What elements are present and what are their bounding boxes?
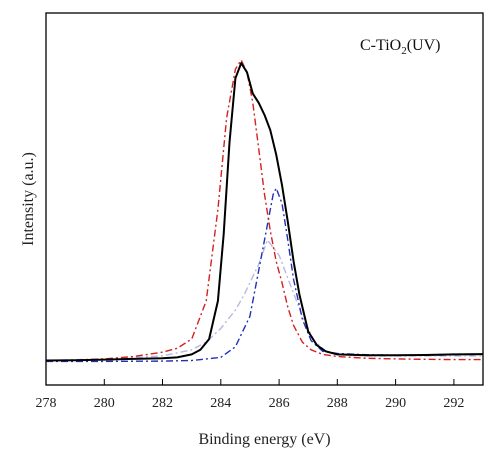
series-line-fit-1 <box>45 59 483 362</box>
x-tick-label: 288 <box>327 396 348 411</box>
x-tick-label: 284 <box>210 396 231 411</box>
series-line-measured <box>45 62 484 362</box>
x-axis-title: Binding energy (eV) <box>198 431 330 448</box>
plot-frame <box>45 12 484 386</box>
series-line-fit-2 <box>46 187 484 363</box>
x-axis-ticks: 278 280 282 284 286 288 290 292 <box>36 379 464 411</box>
chart-annotation: C-TiO2(UV) <box>360 37 440 57</box>
annotation-suffix: (UV) <box>407 37 441 54</box>
x-tick-label: 278 <box>36 396 57 411</box>
x-tick-label: 292 <box>443 396 464 411</box>
x-tick-label: 280 <box>94 396 115 411</box>
x-tick-label: 290 <box>385 396 406 411</box>
series-layer <box>45 59 484 363</box>
x-tick-label: 282 <box>152 396 173 411</box>
annotation-prefix: C-TiO <box>360 37 401 54</box>
series-line-fit-3 <box>45 239 483 362</box>
y-axis-title: Intensity (a.u.) <box>20 152 37 246</box>
x-tick-label: 286 <box>269 396 290 411</box>
annotation-subscript: 2 <box>401 45 407 57</box>
